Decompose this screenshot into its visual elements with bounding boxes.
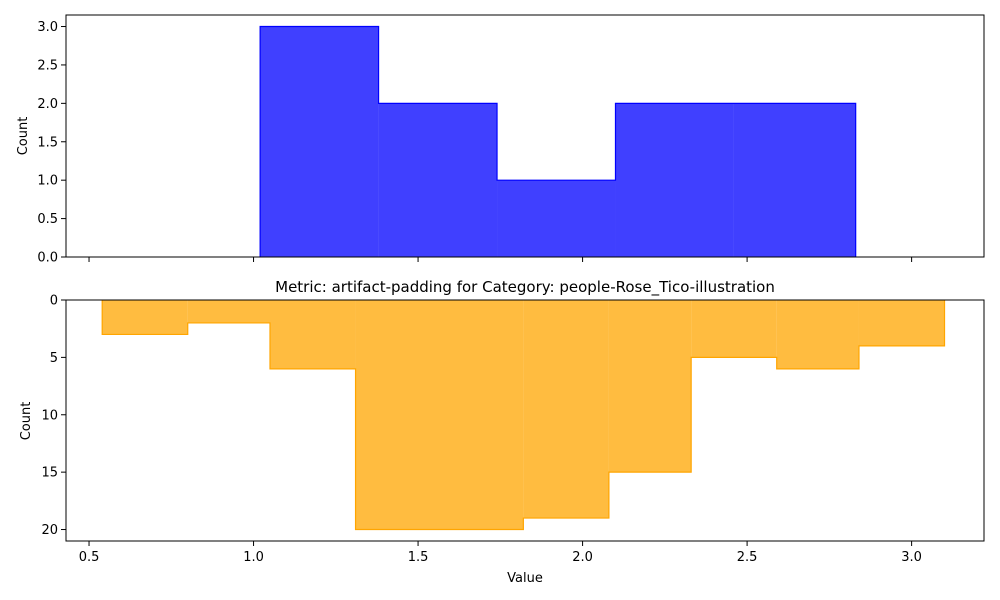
bottom-bar-7 xyxy=(776,300,859,369)
top-y-tick-label: 0.0 xyxy=(37,251,58,266)
bottom-x-ticks: 0.5 1.0 1.5 2.0 2.5 3.0 xyxy=(79,541,922,565)
top-bar-2 xyxy=(497,180,616,257)
top-y-tick-label: 1.5 xyxy=(37,135,58,150)
bottom-y-tick-label: 0 xyxy=(50,294,58,309)
top-y-tick-label: 2.5 xyxy=(37,58,58,73)
bottom-bar-6 xyxy=(691,300,777,358)
bottom-bar-1 xyxy=(187,300,270,323)
top-y-tick-label: 2.0 xyxy=(37,97,58,112)
bottom-bar-5 xyxy=(608,300,692,473)
bottom-bar-0 xyxy=(102,300,188,335)
bottom-bar-8 xyxy=(858,300,945,346)
bottom-bar-3 xyxy=(355,300,524,530)
bottom-x-tick-label: 1.0 xyxy=(243,550,264,565)
top-bar-4 xyxy=(733,103,856,257)
bottom-x-tick-label: 2.5 xyxy=(737,550,758,565)
top-plot-frame xyxy=(65,14,985,258)
bottom-step-outline xyxy=(101,300,946,531)
top-y-tick-label: 0.5 xyxy=(37,212,58,227)
top-bar-1 xyxy=(378,103,498,257)
top-y-ticks: 0.0 0.5 1.0 1.5 2.0 2.5 3.0 xyxy=(37,20,66,266)
top-bars xyxy=(259,25,857,258)
bottom-bar-4 xyxy=(523,300,609,519)
top-y-tick-label: 3.0 xyxy=(37,20,58,35)
bottom-x-axis-label: Value xyxy=(507,571,543,586)
bottom-bars xyxy=(101,300,946,531)
bottom-plot-frame xyxy=(65,299,985,542)
bottom-x-tick-label: 1.5 xyxy=(408,550,429,565)
bottom-y-axis-label: Count xyxy=(19,402,34,441)
top-y-axis-label: Count xyxy=(16,117,31,156)
bottom-y-ticks: 0 5 10 15 20 xyxy=(41,294,66,538)
bottom-bar-2 xyxy=(270,300,356,369)
top-x-ticks xyxy=(88,257,913,262)
top-y-tick-label: 1.0 xyxy=(37,174,58,189)
bottom-histogram-panel: Metric: artifact-padding for Category: p… xyxy=(19,278,985,586)
bottom-x-tick-label: 3.0 xyxy=(901,550,922,565)
bottom-y-tick-label: 15 xyxy=(41,466,58,481)
bottom-x-tick-label: 2.0 xyxy=(572,550,593,565)
top-histogram-panel: 0.0 0.5 1.0 1.5 2.0 2.5 3.0 Count xyxy=(16,14,985,266)
bottom-chart-title: Metric: artifact-padding for Category: p… xyxy=(275,278,775,297)
bottom-y-tick-label: 5 xyxy=(50,351,58,366)
bottom-y-tick-label: 10 xyxy=(41,408,58,423)
bottom-x-tick-label: 0.5 xyxy=(79,550,100,565)
top-bar-3 xyxy=(615,103,734,257)
top-bar-0 xyxy=(260,26,379,258)
top-step-outline xyxy=(259,25,857,257)
bottom-y-tick-label: 20 xyxy=(41,523,58,538)
